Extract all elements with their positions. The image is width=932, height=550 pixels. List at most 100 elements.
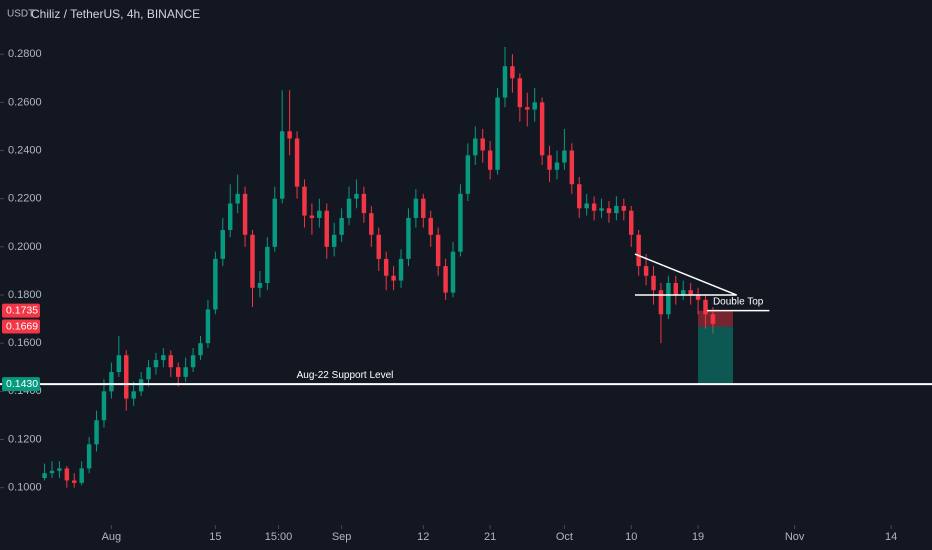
candle-body bbox=[302, 186, 307, 216]
price-tag bbox=[2, 303, 40, 318]
candle-body bbox=[131, 391, 136, 399]
currency-label: USDT bbox=[7, 9, 34, 20]
candle-body bbox=[272, 198, 278, 247]
price-tag bbox=[2, 377, 40, 392]
candle-body bbox=[621, 205, 627, 211]
y-tick-label: 0.2400 bbox=[8, 144, 42, 156]
candle-body bbox=[324, 210, 329, 247]
candle-body bbox=[227, 203, 233, 230]
candle-body bbox=[361, 193, 367, 214]
candle-body bbox=[153, 360, 159, 368]
candle-body bbox=[242, 193, 248, 235]
price-tag-label: 0.1669 bbox=[6, 320, 38, 332]
y-tick-label: 0.2200 bbox=[8, 193, 42, 205]
candle-body bbox=[294, 138, 300, 187]
candle-body bbox=[547, 155, 552, 170]
position-stop-zone bbox=[698, 310, 733, 327]
y-tick-label: 0.1200 bbox=[8, 433, 42, 445]
candle-body bbox=[205, 309, 211, 344]
candle-body bbox=[517, 78, 523, 108]
x-tick-label: Nov bbox=[785, 531, 805, 543]
x-tick-label: 14 bbox=[885, 531, 897, 543]
position-target-zone bbox=[698, 326, 733, 385]
candle-body bbox=[235, 193, 240, 204]
candle-body bbox=[49, 470, 55, 474]
x-tick-label: 10 bbox=[625, 531, 637, 543]
candle-body bbox=[116, 355, 122, 373]
y-tick-label: 0.1800 bbox=[8, 289, 42, 301]
x-tick-label: 15:00 bbox=[265, 531, 293, 543]
candle-body bbox=[190, 355, 196, 368]
candle-body bbox=[435, 234, 441, 267]
candle-body bbox=[525, 107, 530, 110]
y-tick-label: 0.1000 bbox=[8, 482, 42, 494]
candle-body bbox=[376, 234, 381, 259]
candle-body bbox=[79, 468, 84, 483]
candle-body bbox=[428, 217, 433, 235]
candle-body bbox=[473, 138, 478, 156]
candle-body bbox=[309, 215, 315, 218]
candle-body bbox=[168, 355, 174, 368]
y-tick-label: 0.2600 bbox=[8, 96, 42, 108]
candle-body bbox=[584, 203, 589, 209]
candle-body bbox=[124, 355, 129, 399]
candle-body bbox=[443, 266, 448, 293]
candle-body bbox=[220, 229, 226, 259]
candle-body bbox=[279, 131, 285, 199]
candle-body bbox=[138, 379, 144, 392]
candle-body bbox=[502, 66, 508, 98]
candle-body bbox=[666, 282, 671, 315]
candle-body bbox=[495, 97, 500, 170]
candle-body bbox=[86, 444, 92, 469]
x-tick-label: Oct bbox=[556, 531, 573, 543]
candle-body bbox=[42, 473, 47, 479]
candle-body bbox=[562, 150, 567, 163]
candle-body bbox=[161, 355, 166, 361]
x-tick-label: Sep bbox=[332, 531, 352, 543]
candle-body bbox=[710, 314, 716, 324]
candle-body bbox=[391, 275, 396, 281]
candle-body bbox=[317, 210, 322, 218]
candle-body bbox=[406, 217, 411, 259]
candle-body bbox=[213, 258, 218, 310]
candle-body bbox=[369, 213, 374, 235]
candle-body bbox=[265, 246, 270, 283]
candle-body bbox=[510, 66, 515, 79]
candle-body bbox=[198, 343, 203, 356]
candle-body bbox=[398, 258, 404, 281]
x-tick-label: 19 bbox=[692, 531, 704, 543]
y-tick-label: 0.2000 bbox=[8, 241, 42, 253]
candle-body bbox=[287, 131, 292, 139]
candle-body bbox=[539, 102, 545, 156]
candle-body bbox=[465, 155, 471, 194]
candle-body bbox=[614, 205, 619, 214]
candle-body bbox=[643, 266, 649, 276]
candle-body bbox=[146, 367, 151, 380]
candle-body bbox=[57, 468, 62, 471]
candle-body bbox=[569, 150, 575, 185]
y-tick-label: 0.2800 bbox=[8, 48, 42, 60]
candle-body bbox=[413, 198, 419, 218]
candle-body bbox=[629, 210, 634, 235]
candle-body bbox=[64, 468, 70, 481]
triangle-upper bbox=[634, 253, 737, 296]
support-label: Aug-22 Support Level bbox=[297, 370, 394, 381]
x-tick-label: Aug bbox=[102, 531, 122, 543]
candle-body bbox=[591, 203, 597, 211]
candle-body bbox=[695, 295, 701, 300]
candle-body bbox=[354, 193, 359, 199]
candle-body bbox=[101, 391, 107, 421]
candle-body bbox=[72, 480, 77, 483]
candle-body bbox=[250, 234, 255, 288]
candle-body bbox=[109, 372, 114, 392]
candle-body bbox=[421, 198, 426, 218]
candle-body bbox=[383, 258, 389, 276]
candle-body bbox=[94, 420, 99, 445]
chart-title: Chiliz / TetherUS, 4h, BINANCE bbox=[31, 7, 200, 21]
candle-body bbox=[577, 184, 582, 209]
candle-body bbox=[658, 290, 664, 315]
candle-body bbox=[339, 217, 344, 235]
price-tag-label: 0.1735 bbox=[6, 304, 38, 316]
